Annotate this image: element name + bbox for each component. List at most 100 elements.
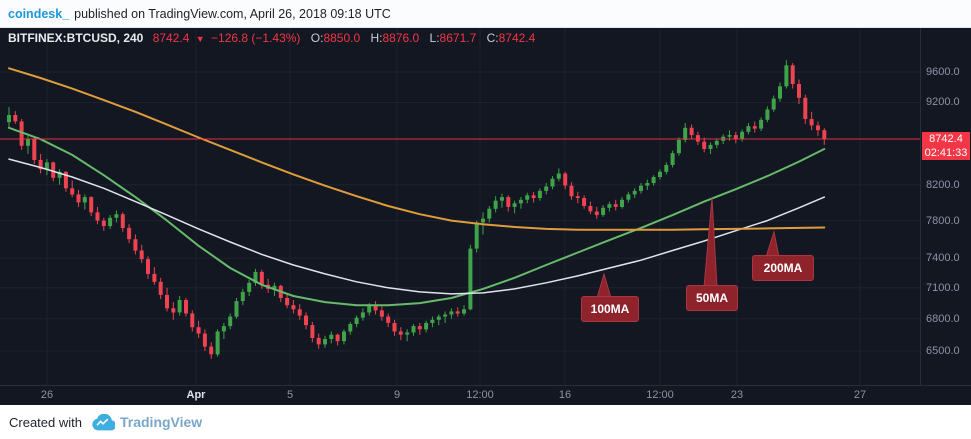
candle-body [297,309,302,316]
ma-callout-50ma[interactable]: 50MA [686,285,738,311]
open-value: 8850.0 [323,31,361,45]
price-axis[interactable]: 8742.4 02:41:33 9600.0 9200.0 8200.0 7800.0… [920,28,971,385]
candle-body [676,140,681,154]
candle-body [626,194,631,200]
close-value: 8742.4 [498,31,536,45]
open-label: O: [310,31,324,45]
candle-body [544,186,549,191]
publisher-username-link[interactable]: coindesk_ [8,6,70,21]
candle-body [746,126,751,132]
candle-body [209,346,214,355]
ma-callout-200ma[interactable]: 200MA [752,255,814,281]
candle-body [474,222,479,249]
candle-body [146,259,150,274]
candle-body [120,214,125,228]
candle-body [531,195,536,198]
price-axis-label: 6800.0 [926,313,960,325]
candle-body [436,316,441,320]
candle-body [727,135,732,137]
callout-tail [765,230,780,258]
candle-body [51,162,56,178]
candle-body [259,271,264,285]
candle-body [89,197,94,213]
candle-body [367,305,372,313]
price-axis-label: 8200.0 [926,179,960,191]
candle-body [133,239,138,251]
high-value: 8876.0 [382,31,420,45]
price-axis-label: 9200.0 [926,96,960,108]
candle-body [19,121,24,146]
candle-body [658,171,662,177]
price-axis-label: 9600.0 [926,66,960,78]
tradingview-brand-link[interactable]: TradingView [119,414,203,430]
price-axis-label: 7100.0 [926,282,960,294]
candle-body [398,331,403,335]
candle-body [348,324,353,332]
candle-body [765,109,770,120]
close-label: C: [486,31,499,45]
candle-body [500,197,504,201]
ma-callout-100ma[interactable]: 100MA [581,296,639,322]
candle-body [405,332,410,335]
symbol-legend[interactable]: BITFINEX:BTCUSD, 240 8742.4 ▼ −126.8 (−1… [8,31,535,45]
candle-body [411,326,416,333]
candle-body [221,326,226,332]
candle-body [620,199,624,207]
candle-body [234,301,239,317]
candle-body [822,130,827,139]
candle-body [556,173,561,179]
candle-body [7,115,11,123]
candle-body [512,203,517,207]
candle-body [304,315,308,326]
candle-body [253,271,258,283]
time-axis-label: 12:00 [466,389,494,401]
tradingview-cloud-logo-icon[interactable] [91,413,115,431]
time-axis-label: Apr [186,389,206,401]
candle-body [645,183,650,186]
100ma-line [8,158,826,295]
candle-body [664,165,669,172]
candle-body [310,325,315,338]
candle-body [525,195,530,200]
candle-body [196,327,201,334]
candle-body [379,310,384,317]
candle-body [272,285,277,289]
candle-body [740,131,745,140]
candle-body [759,119,764,129]
candle-body [809,119,814,126]
candle-body [70,188,75,195]
candle-body [481,218,485,223]
candle-body [455,311,460,314]
symbol-name: BITFINEX:BTCUSD, 240 [8,31,144,45]
candlestick-chart-canvas[interactable] [0,28,920,385]
candle-body [468,248,473,310]
candle-body [228,316,233,327]
time-axis-label: 27 [853,389,867,401]
candle-body [683,127,688,140]
candle-body [354,317,359,324]
candle-body [108,217,113,227]
candle-body [177,300,182,313]
candle-body [165,294,169,309]
candle-body [752,126,757,129]
created-with-text: Created with [9,414,82,430]
candle-body [778,86,782,99]
candle-body [443,314,448,317]
chart-region[interactable]: BITFINEX:BTCUSD, 240 8742.4 ▼ −126.8 (−1… [0,28,971,405]
price-down-arrow-icon: ▼ [195,34,205,44]
candle-body [708,144,713,149]
candle-body [784,65,789,87]
candle-body [797,84,801,98]
candle-body [285,298,290,306]
candle-body [632,190,637,195]
time-axis-label: 9 [393,389,401,401]
candle-body [613,204,618,207]
candle-body [323,339,327,345]
candle-body [291,305,296,310]
candle-body [430,319,435,323]
candle-body [32,139,37,160]
candle-body [594,211,599,216]
last-price-value: 8742.4 [152,31,190,45]
time-axis[interactable]: 26 Apr 5 9 12:00 16 12:00 23 27 [0,385,971,405]
